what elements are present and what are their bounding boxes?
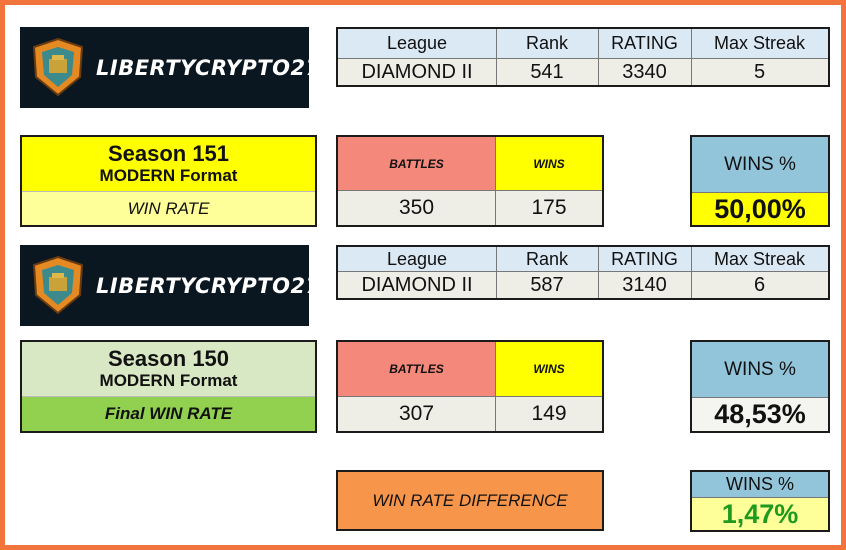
battles-value: 350	[338, 191, 495, 225]
max-streak-value: 6	[691, 272, 828, 298]
rank-value: 541	[496, 59, 598, 85]
rank-value: 587	[496, 272, 598, 298]
difference-pct-label: WINS %	[692, 472, 828, 497]
battles-label: BATTLES	[338, 342, 495, 396]
header-rank: Rank	[496, 247, 598, 271]
rating-value: 3340	[598, 59, 691, 85]
header-rating: RATING	[598, 247, 691, 271]
wins-value: 149	[496, 397, 602, 431]
wins-pct-label: WINS %	[692, 137, 828, 192]
wins-label: WINS	[496, 342, 602, 396]
wins-pct-box-150: WINS % 48,53%	[690, 340, 830, 433]
season-151-format: MODERN Format	[99, 166, 238, 185]
header-league: League	[338, 247, 496, 271]
difference-pct-value: 1,47%	[721, 498, 799, 529]
shield-logo-icon	[32, 37, 84, 97]
season-151-title: Season 151	[107, 141, 230, 166]
season-150-box: Season 150 MODERN Format Final WIN RATE	[20, 340, 317, 433]
header-rank: Rank	[496, 29, 598, 58]
season-151-header: Season 151 MODERN Format	[22, 137, 315, 191]
wins-pct-value: 50,00%	[692, 193, 828, 225]
league-value: DIAMOND II	[338, 272, 496, 298]
battles-wins-table-151: BATTLES WINS 350 175	[336, 135, 604, 227]
difference-pct-box: WINS % 1,47%	[690, 470, 830, 532]
channel-logo: LIBERTYCRYPTO27	[20, 245, 320, 326]
logo-text: LIBERTYCRYPTO27	[96, 273, 321, 298]
wins-pct-value: 48,53%	[692, 398, 828, 431]
shield-logo-icon	[32, 255, 84, 315]
channel-logo: LIBERTYCRYPTO27	[20, 27, 320, 108]
battles-label: BATTLES	[338, 137, 495, 190]
stats-table-season-151: League Rank RATING Max Streak DIAMOND II…	[336, 27, 830, 87]
wins-pct-box-151: WINS % 50,00%	[690, 135, 830, 227]
battles-value: 307	[338, 397, 495, 431]
header-rating: RATING	[598, 29, 691, 58]
stats-table-season-150: League Rank RATING Max Streak DIAMOND II…	[336, 245, 830, 300]
season-151-box: Season 151 MODERN Format WIN RATE	[20, 135, 317, 227]
wins-value: 175	[496, 191, 602, 225]
season-151-rate-label: WIN RATE	[22, 192, 315, 225]
season-150-header: Season 150 MODERN Format	[22, 342, 315, 396]
season-150-rate-label: Final WIN RATE	[22, 397, 315, 431]
wins-label: WINS	[496, 137, 602, 190]
battles-wins-table-150: BATTLES WINS 307 149	[336, 340, 604, 433]
header-league: League	[338, 29, 496, 58]
header-max-streak: Max Streak	[691, 247, 828, 271]
season-150-title: Season 150	[107, 346, 230, 371]
header-max-streak: Max Streak	[691, 29, 828, 58]
wins-pct-label: WINS %	[692, 342, 828, 397]
season-150-format: MODERN Format	[99, 371, 238, 390]
rating-value: 3140	[598, 272, 691, 298]
win-rate-difference-label: WIN RATE DIFFERENCE	[336, 470, 604, 531]
logo-text: LIBERTYCRYPTO27	[96, 55, 321, 80]
max-streak-value: 5	[691, 59, 828, 85]
league-value: DIAMOND II	[338, 59, 496, 85]
